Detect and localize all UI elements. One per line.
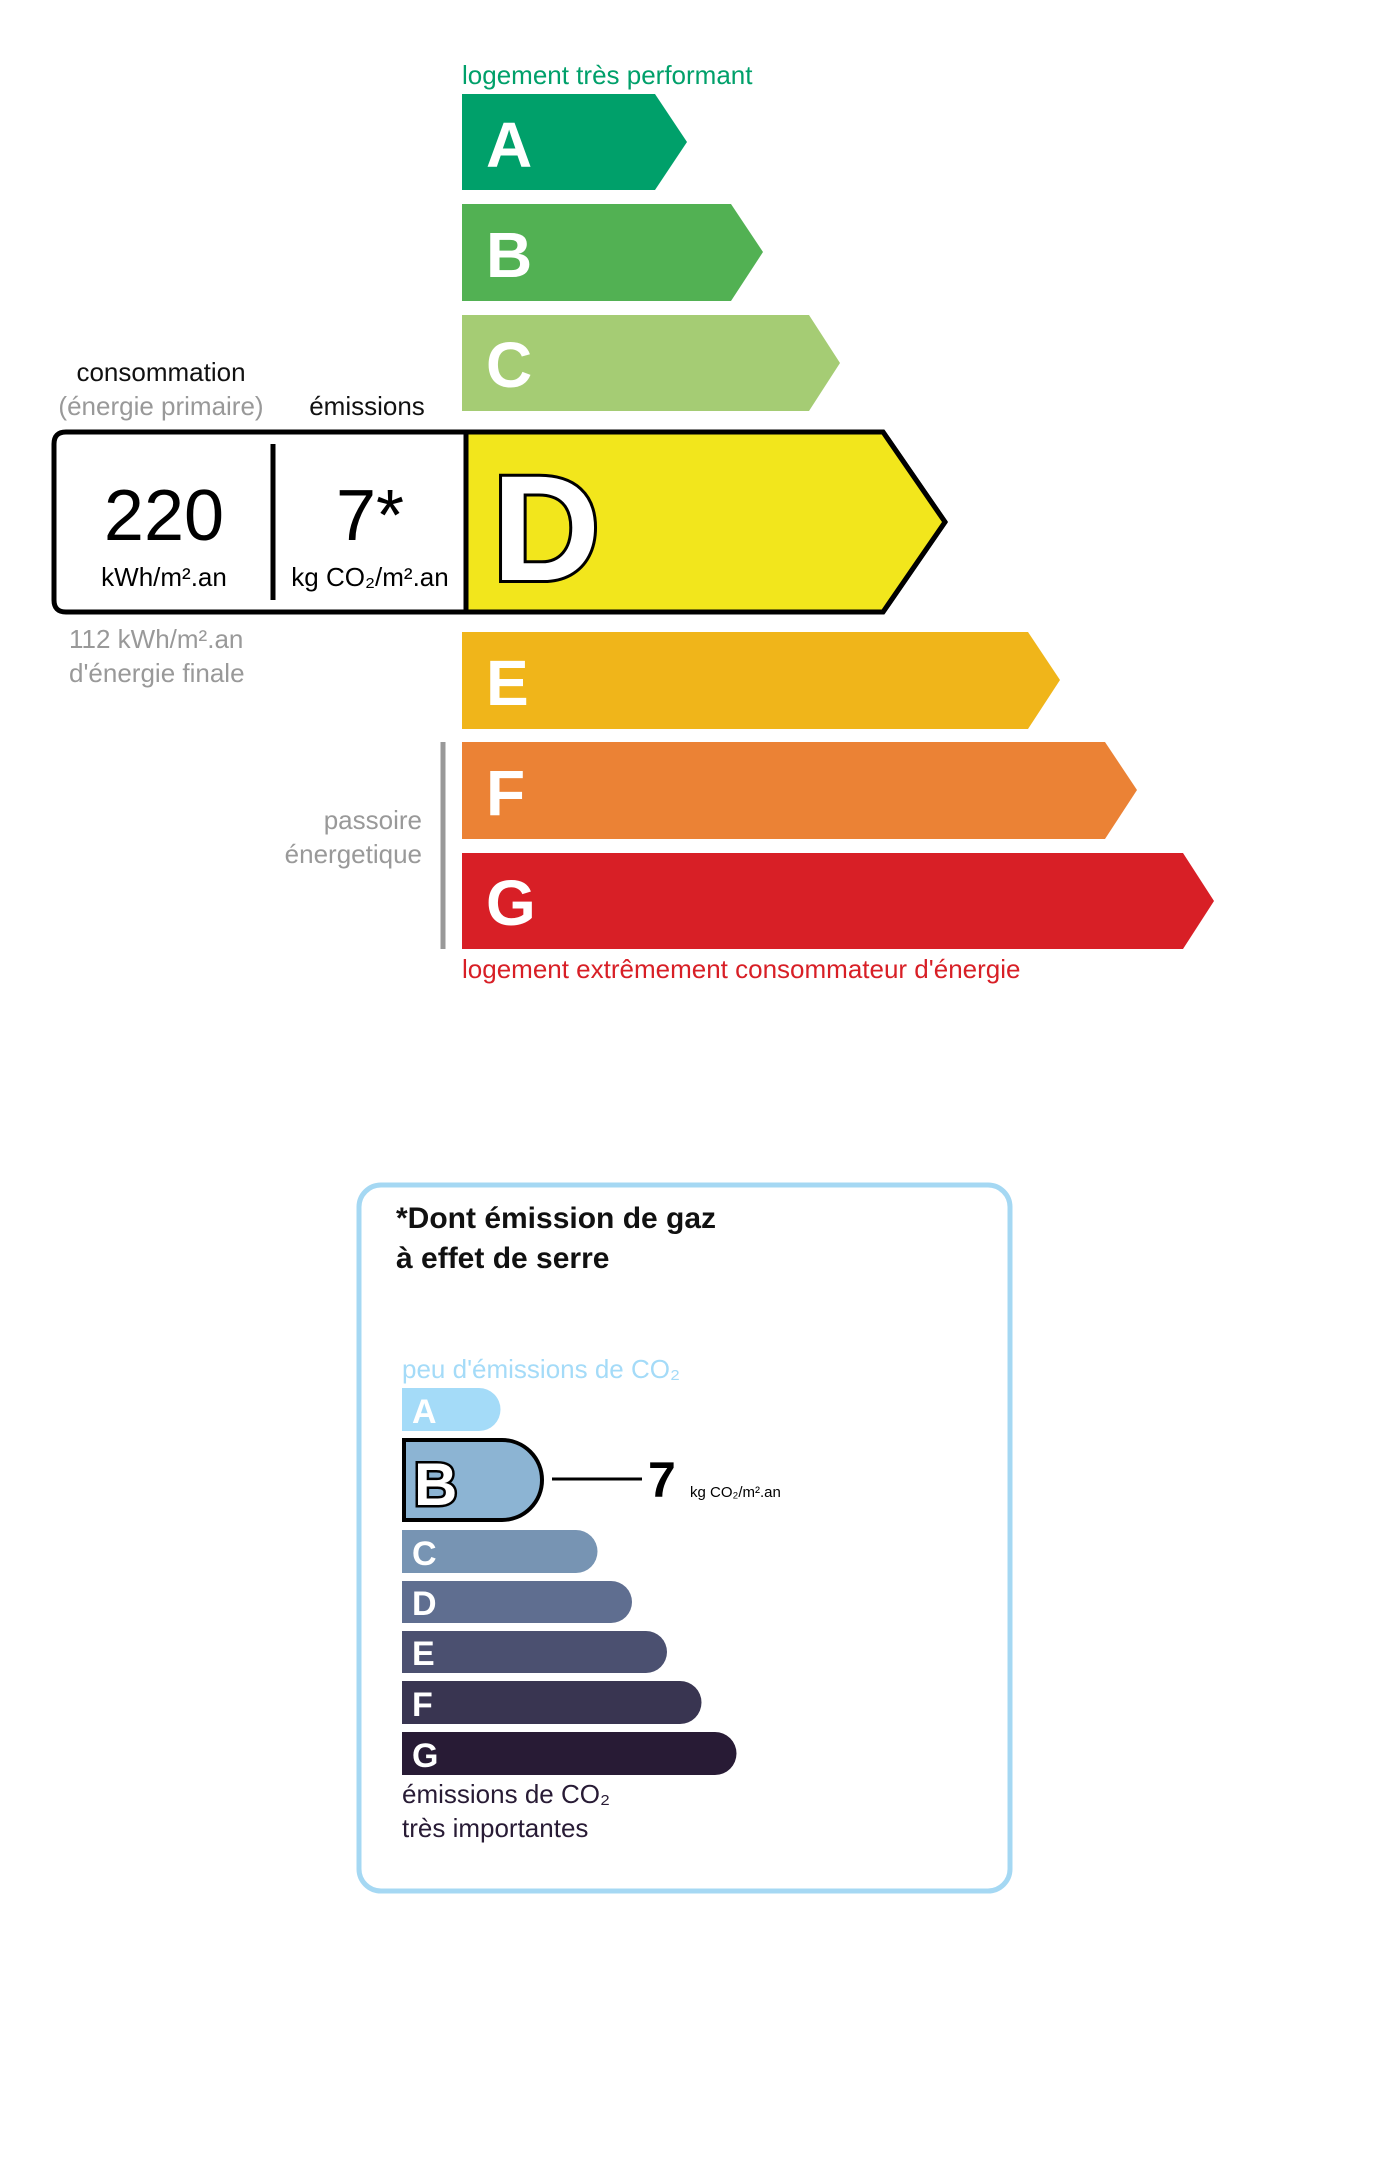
ges-class-e: E bbox=[402, 1631, 667, 1673]
emissions-value: 7* bbox=[336, 476, 404, 556]
svg-text:G: G bbox=[412, 1737, 438, 1775]
ges-class-g: G bbox=[402, 1732, 737, 1775]
ges-class-a: A bbox=[402, 1387, 501, 1431]
ges-bottom-label-1: émissions de CO₂ bbox=[402, 1779, 610, 1809]
passoire-label-1: passoire bbox=[324, 805, 422, 835]
ges-top-label: peu d'émissions de CO₂ bbox=[402, 1354, 680, 1384]
consumption-unit: kWh/m².an bbox=[101, 562, 227, 592]
ges-bottom-label-2: très importantes bbox=[402, 1813, 588, 1843]
svg-text:F: F bbox=[486, 757, 525, 829]
energy-class-a: A bbox=[462, 94, 687, 190]
energy-class-g: G bbox=[462, 853, 1214, 949]
emissions-unit: kg CO₂/m².an bbox=[291, 562, 448, 592]
energy-class-b: B bbox=[462, 204, 763, 301]
energy-class-d-current: D bbox=[51, 429, 949, 615]
final-energy-label: d'énergie finale bbox=[69, 658, 245, 688]
emissions-label: émissions bbox=[309, 391, 425, 421]
svg-text:C: C bbox=[486, 329, 532, 401]
svg-text:E: E bbox=[486, 647, 529, 719]
final-energy-value: 112 kWh/m².an bbox=[69, 624, 243, 654]
ges-class-f: F bbox=[402, 1681, 702, 1724]
ges-title-1: *Dont émission de gaz bbox=[396, 1202, 716, 1235]
ges-class-d: D bbox=[402, 1581, 632, 1623]
svg-text:C: C bbox=[412, 1535, 437, 1573]
passoire-label-2: énergetique bbox=[285, 839, 422, 869]
ges-current-letter: B bbox=[414, 1451, 457, 1518]
ges-unit: kg CO₂/m².an bbox=[690, 1484, 781, 1501]
energy-class-c: C bbox=[462, 315, 840, 411]
bottom-label: logement extrêmement consommateur d'éner… bbox=[462, 954, 1020, 984]
svg-text:D: D bbox=[412, 1585, 437, 1623]
top-label: logement très performant bbox=[462, 60, 753, 90]
energy-class-f: F bbox=[462, 742, 1137, 839]
ges-class-b-current: B bbox=[402, 1438, 544, 1522]
consumption-label: consommation bbox=[76, 357, 245, 387]
ges-value: 7 bbox=[648, 1452, 676, 1508]
svg-text:E: E bbox=[412, 1635, 435, 1673]
consumption-sub: (énergie primaire) bbox=[58, 391, 263, 421]
consumption-value: 220 bbox=[104, 476, 224, 556]
current-class-letter: D bbox=[492, 444, 600, 612]
svg-text:A: A bbox=[412, 1393, 437, 1431]
svg-text:G: G bbox=[486, 867, 536, 939]
ges-class-c: C bbox=[402, 1530, 598, 1573]
energy-class-e: E bbox=[462, 632, 1060, 729]
svg-text:F: F bbox=[412, 1686, 433, 1724]
svg-text:A: A bbox=[486, 109, 532, 181]
ges-title-2: à effet de serre bbox=[396, 1242, 609, 1275]
svg-text:B: B bbox=[486, 219, 532, 291]
